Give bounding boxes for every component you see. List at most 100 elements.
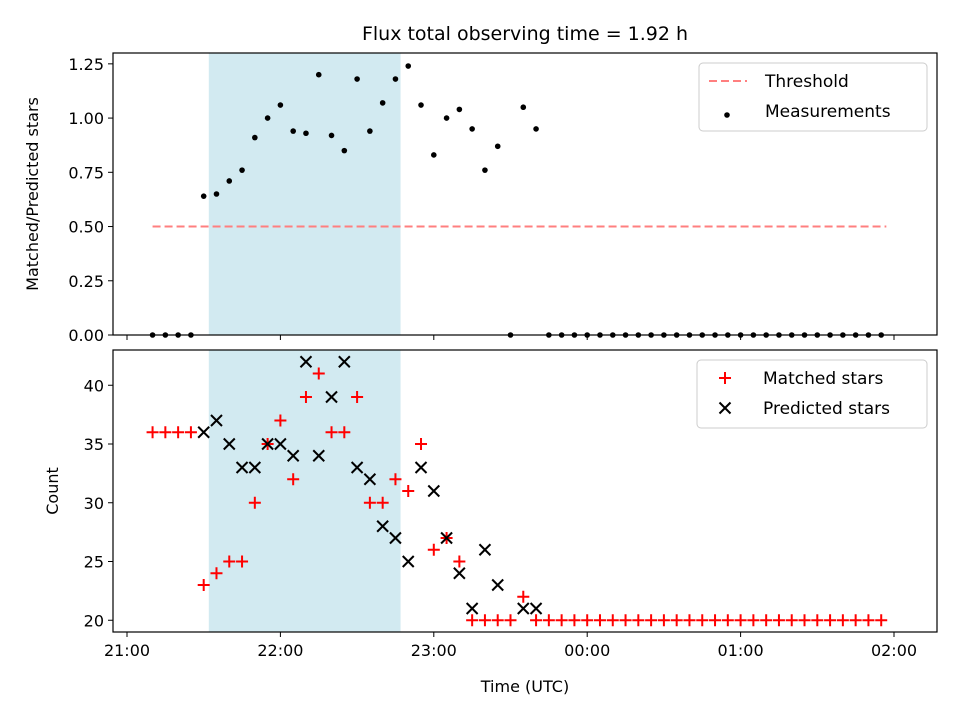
data-point — [392, 76, 399, 82]
data-point — [418, 102, 424, 108]
data-point — [530, 614, 543, 627]
data-point — [287, 473, 300, 486]
data-point — [402, 555, 415, 568]
data-point — [836, 614, 849, 627]
data-point — [338, 426, 351, 439]
legend-marker — [724, 112, 730, 118]
legend: Threshold Measurements — [698, 62, 928, 132]
data-point — [341, 147, 348, 154]
data-point — [236, 555, 249, 568]
data-point — [379, 100, 386, 106]
data-point — [363, 496, 376, 509]
data-point — [414, 461, 428, 474]
data-point — [657, 614, 670, 627]
observing-window-shade — [208, 53, 401, 335]
data-point — [213, 191, 220, 197]
data-point — [466, 614, 479, 627]
data-point — [277, 102, 284, 108]
y-tick-label: 0.00 — [68, 326, 104, 345]
data-point — [504, 614, 517, 627]
data-point — [354, 76, 360, 82]
data-point — [248, 496, 261, 509]
data-point — [226, 178, 233, 184]
data-point — [252, 134, 258, 141]
x-tick-label: 01:00 — [718, 641, 764, 660]
data-point — [312, 449, 325, 462]
data-point — [197, 426, 210, 439]
legend-label: Threshold — [764, 72, 849, 92]
data-point — [465, 602, 479, 615]
x-tick-label: 02:00 — [871, 641, 917, 660]
series-measurements — [149, 63, 885, 338]
y-tick-label: 35 — [84, 435, 104, 454]
observing-window-shade — [208, 350, 401, 632]
x-tick-label: 21:00 — [104, 641, 150, 660]
data-point — [709, 614, 722, 627]
data-point — [478, 543, 492, 556]
data-point — [469, 126, 475, 132]
data-point — [632, 614, 645, 627]
legend-label: Measurements — [765, 102, 891, 122]
data-point — [197, 579, 210, 591]
legend-box — [698, 62, 928, 132]
data-point — [482, 167, 488, 173]
data-point — [248, 461, 262, 474]
data-point — [200, 193, 207, 199]
data-point — [172, 426, 185, 439]
x-axis-label: Time (UTC) — [480, 677, 569, 696]
data-point — [235, 461, 249, 474]
data-point — [533, 126, 539, 132]
y-tick-label: 25 — [84, 553, 104, 572]
data-point — [494, 143, 501, 150]
data-point — [520, 104, 527, 111]
data-point — [862, 614, 875, 627]
data-point — [440, 531, 453, 545]
y-tick-label: 0.75 — [68, 163, 104, 182]
y-axis-label: Count — [43, 467, 62, 515]
data-point — [290, 128, 296, 134]
data-point — [328, 132, 335, 139]
chart-title: Flux total observing time = 1.92 h — [362, 23, 688, 45]
data-point — [443, 115, 450, 121]
y-tick-label: 0.50 — [68, 218, 104, 237]
data-point — [478, 614, 491, 627]
data-point — [351, 391, 364, 403]
data-point — [350, 461, 364, 474]
data-point — [824, 614, 837, 627]
data-point — [210, 414, 223, 427]
data-point — [453, 555, 466, 568]
data-point — [286, 449, 300, 462]
data-point — [568, 614, 581, 627]
data-point — [184, 426, 197, 439]
y-tick-label: 20 — [84, 611, 104, 630]
data-point — [811, 614, 824, 627]
data-point — [325, 426, 338, 439]
data-point — [325, 390, 338, 404]
data-point — [239, 167, 245, 173]
data-point — [223, 555, 236, 568]
data-point — [303, 130, 309, 137]
data-point — [683, 614, 696, 627]
data-point — [223, 437, 236, 451]
series-predicted-stars — [197, 355, 543, 615]
legend-label: Matched stars — [763, 369, 883, 389]
data-point — [415, 438, 428, 450]
data-point — [721, 614, 734, 627]
data-point — [261, 437, 274, 451]
data-point — [389, 531, 402, 545]
data-point — [456, 106, 463, 113]
y-axis-label: Matched/Predicted stars — [23, 97, 42, 291]
data-point — [274, 437, 287, 451]
data-point — [427, 484, 441, 498]
data-point — [619, 614, 632, 627]
data-point — [529, 602, 543, 615]
data-point — [772, 614, 785, 627]
legend-marker — [718, 401, 732, 415]
data-point — [491, 578, 504, 592]
data-point — [146, 426, 159, 439]
legend: Matched stars Predicted stars — [696, 359, 928, 429]
data-point — [555, 614, 568, 627]
x-tick-label: 00:00 — [564, 641, 610, 660]
data-point — [593, 614, 606, 627]
